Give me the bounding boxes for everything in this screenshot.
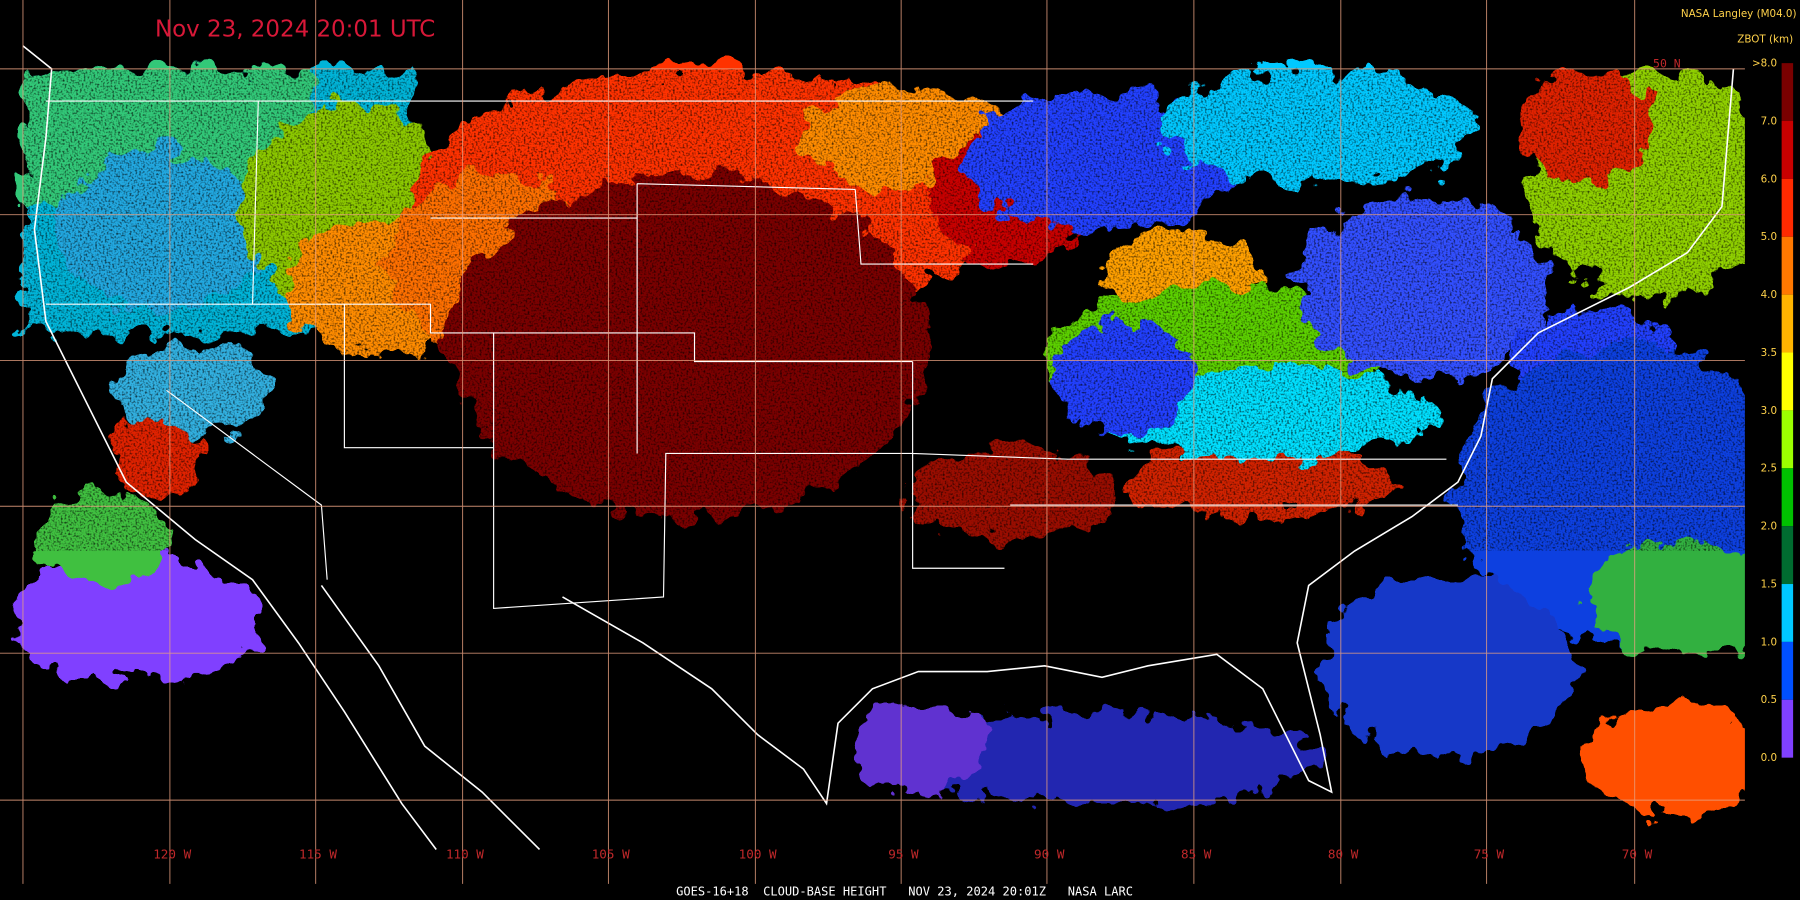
timestamp: Nov 23, 2024 20:01 UTC [155,17,435,43]
legend-label: 2.5 [1761,463,1777,475]
longitude-label: 105 W [592,847,630,862]
legend-swatch [1781,699,1794,758]
legend-swatch [1781,178,1794,237]
legend-swatch [1781,121,1794,179]
legend-label: 2.0 [1761,521,1777,533]
legend-swatch [1781,236,1794,295]
legend-label: 0.0 [1761,752,1777,764]
legend-label: 3.0 [1761,405,1777,417]
longitude-label: 75 W [1474,847,1505,862]
color-legend: >8.0 7.0 6.0 5.0 4.0 3.5 3.0 2.5 2.0 1.5 1.0 0.5 0.0 [1752,58,1794,764]
longitude-label: 100 W [739,847,777,862]
legend-swatch [1781,352,1794,411]
longitude-label: 110 W [446,847,484,862]
longitude-label: 90 W [1034,847,1065,862]
latitude-label: 50 N [1653,57,1681,71]
legend-swatch [1781,641,1794,700]
caption: GOES-16+18 CLOUD-BASE HEIGHT NOV 23, 202… [676,884,1133,898]
legend-swatch [1781,584,1794,642]
legend-label: 6.0 [1761,173,1777,185]
variable-label: ZBOT (km) [1737,33,1793,45]
longitude-label: 95 W [888,847,919,862]
longitude-label: 120 W [153,847,191,862]
coastlines [22,45,1735,851]
longitude-label: 80 W [1328,847,1359,862]
longitude-label: 115 W [299,847,337,862]
legend-label: 5.0 [1761,231,1777,243]
legend-swatch [1781,294,1794,353]
legend-label: 1.0 [1761,636,1777,648]
legend-swatch [1781,63,1794,122]
legend-label: 7.0 [1761,115,1777,127]
state-borders [45,100,1458,610]
legend-label: 3.5 [1761,347,1777,359]
legend-label: >8.0 [1752,58,1777,70]
legend-label: 4.0 [1761,289,1777,301]
legend-swatch [1781,468,1794,527]
legend-swatch [1781,526,1794,585]
legend-label: 0.5 [1761,694,1777,706]
cloud-speckle [22,68,1745,552]
source-label: NASA Langley (M04.0) [1681,8,1797,20]
legend-label: 1.5 [1761,578,1777,590]
longitude-label: 70 W [1622,847,1653,862]
graticule [0,0,1745,884]
longitude-label: 85 W [1181,847,1212,862]
legend-swatch [1781,410,1794,469]
